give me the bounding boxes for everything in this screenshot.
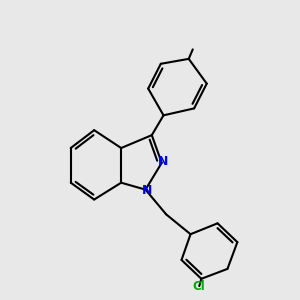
Text: Cl: Cl: [193, 280, 206, 292]
Text: N: N: [158, 155, 168, 168]
Text: N: N: [142, 184, 152, 197]
